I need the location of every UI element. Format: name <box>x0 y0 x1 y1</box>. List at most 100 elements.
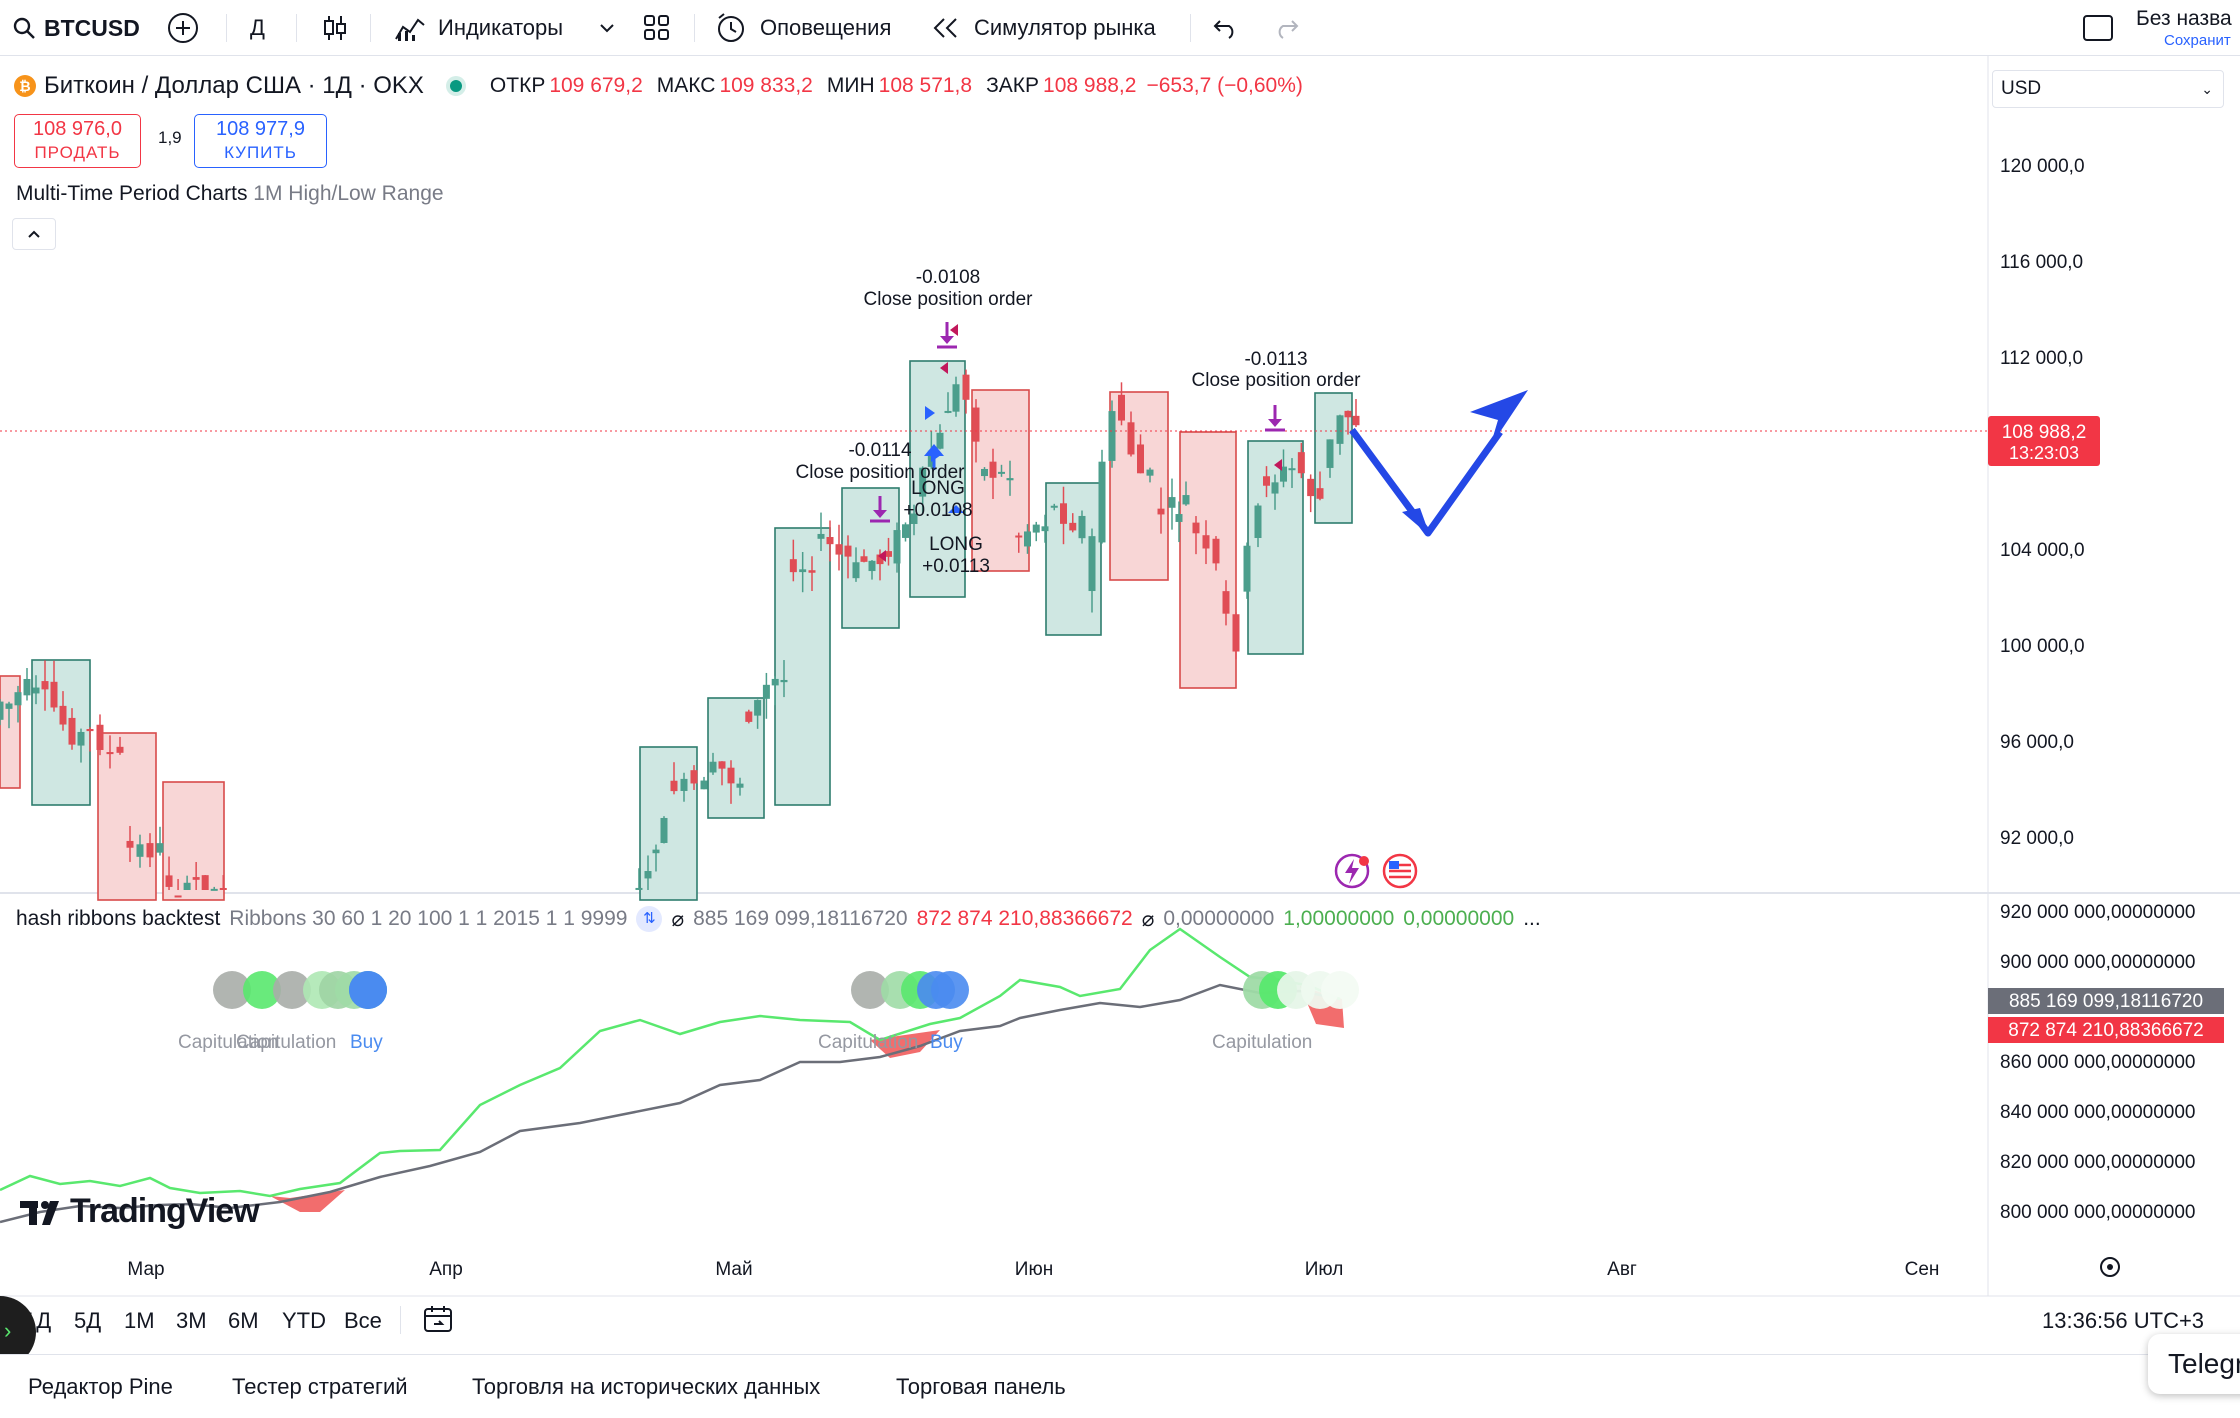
buy-label: Buy <box>350 1032 383 1053</box>
economic-event-icon[interactable] <box>1382 853 1418 889</box>
fullscreen-button[interactable] <box>2082 0 2114 56</box>
candle-body <box>1146 469 1154 476</box>
order-flag-icon <box>940 362 948 374</box>
candle-body <box>1288 468 1296 471</box>
symbol-title[interactable]: Биткоин / Доллар США · 1Д · OKX <box>44 72 424 99</box>
price-axis-label: 100 000,0 <box>2000 636 2085 657</box>
candle-body <box>808 570 816 573</box>
study2-more[interactable]: ... <box>1523 907 1541 930</box>
chart-type-button[interactable] <box>320 0 350 56</box>
chevron-down-icon <box>600 24 614 33</box>
sell-button[interactable]: 108 976,0 ПРОДАТЬ <box>14 114 141 168</box>
source-icon: ⌀ <box>1141 907 1155 931</box>
candle-body <box>981 468 988 477</box>
redo-button[interactable] <box>1272 0 1300 56</box>
range-5d[interactable]: 5Д <box>74 1308 102 1333</box>
clock-timezone[interactable]: 13:36:56 UTC+3 <box>2042 1308 2205 1333</box>
capitulation-label: Capitulation <box>1212 1032 1312 1053</box>
currency-select[interactable]: USD ⌄ <box>1992 70 2224 108</box>
tab-trading-panel[interactable]: Торговая панель <box>896 1374 1066 1399</box>
candle-body <box>709 761 717 773</box>
compare-button[interactable] <box>166 0 200 56</box>
sell-label: ПРОДАТЬ <box>34 143 121 162</box>
candle-body <box>1212 538 1220 564</box>
indicators-button[interactable]: Индикаторы <box>394 0 563 56</box>
candle-body <box>885 551 892 557</box>
countdown-value: 13:23:03 <box>2009 443 2079 463</box>
ribbon-signal-dot <box>1321 971 1359 1009</box>
range-1m[interactable]: 1М <box>124 1308 155 1333</box>
candle-body <box>23 678 31 696</box>
rewind-icon <box>933 18 957 38</box>
data-window-icon[interactable]: ⇅ <box>636 906 663 932</box>
settings-gear-icon[interactable] <box>2100 1257 2120 1277</box>
bottom-panel-tabs <box>0 1354 2240 1418</box>
candle-body <box>1108 411 1116 461</box>
indicators-menu-button[interactable] <box>598 0 616 56</box>
market-status-dot <box>449 80 462 92</box>
undo-button[interactable] <box>1212 0 1240 56</box>
period-range-box <box>1179 431 1237 689</box>
calendar-icon <box>424 1306 452 1332</box>
indicators-icon <box>395 18 425 41</box>
order-flag-icon <box>1274 459 1282 471</box>
tab-pine-editor[interactable]: Редактор Pine <box>28 1374 173 1399</box>
candle-body <box>1243 545 1251 592</box>
svg-text:₿: ₿ <box>19 78 30 94</box>
ribbon-signal-dot <box>931 971 969 1009</box>
exit-arrow-icon <box>1268 419 1282 427</box>
symbol-search[interactable]: BTCUSD <box>12 0 140 56</box>
indicators-label: Индикаторы <box>438 15 564 40</box>
candle-body <box>1137 444 1144 474</box>
tab-historical-trading[interactable]: Торговля на исторических данных <box>472 1374 821 1399</box>
period-range-box <box>162 781 225 901</box>
tab-strategy-tester[interactable]: Тестер стратегий <box>232 1374 408 1399</box>
candle-body <box>690 770 698 784</box>
symbol-label: BTCUSD <box>44 14 140 41</box>
range-ytd[interactable]: YTD <box>282 1308 326 1333</box>
close-label: ЗАКР <box>986 74 1040 97</box>
candle-body <box>1032 524 1040 533</box>
range-3m[interactable]: 3М <box>176 1308 207 1333</box>
candle-body <box>972 407 980 442</box>
layouts-button[interactable] <box>642 0 672 56</box>
replay-button[interactable]: Симулятор рынка <box>932 0 1156 56</box>
earnings-event-icon[interactable] <box>1334 853 1370 889</box>
candle-body <box>936 432 944 449</box>
layout-name[interactable]: Без назва Сохранит <box>2136 8 2232 52</box>
buy-button[interactable]: 108 977,9 КУПИТЬ <box>194 114 327 168</box>
osc-axis-label: 820 000 000,00000000 <box>2000 1152 2195 1173</box>
range-all[interactable]: Все <box>344 1308 382 1333</box>
candle-body <box>910 513 918 524</box>
range-6m[interactable]: 6М <box>228 1308 259 1333</box>
osc-red-tag: 872 874 210,88366672 <box>2008 1020 2203 1041</box>
collapse-legend-button[interactable] <box>12 218 56 250</box>
candle-body <box>1024 531 1031 547</box>
price-pane-bg <box>0 56 2240 1354</box>
telegram-popup[interactable]: Telegr <box>2148 1334 2240 1394</box>
time-axis-label: Авг <box>1607 1259 1637 1280</box>
time-axis-label: Апр <box>429 1259 463 1280</box>
interval-button[interactable]: Д <box>250 0 265 56</box>
redo-icon <box>1278 20 1299 39</box>
candle-body <box>1060 503 1067 524</box>
candle-body <box>219 887 227 890</box>
candle-body <box>59 705 67 725</box>
candle-body <box>736 783 744 788</box>
candle-body <box>146 843 154 858</box>
osc-axis-label: 860 000 000,00000000 <box>2000 1052 2195 1073</box>
alerts-button[interactable]: Оповещения <box>714 0 891 56</box>
order-flag-icon <box>878 550 886 562</box>
goto-date-button[interactable] <box>422 1304 454 1339</box>
plus-circle-icon <box>168 13 198 43</box>
candle-body <box>852 562 860 579</box>
candle-body <box>5 703 13 709</box>
time-axis-label: Май <box>715 1259 752 1280</box>
candle-body <box>183 882 191 890</box>
study-legend-hash-ribbons[interactable]: hash ribbons backtest Ribbons 30 60 1 20… <box>16 906 1550 932</box>
replay-label: Симулятор рынка <box>974 15 1156 40</box>
entry-arrow-icon <box>948 505 964 513</box>
study-legend-mtp[interactable]: Multi-Time Period Charts 1M High/Low Ran… <box>16 182 444 206</box>
candle-body <box>893 530 901 564</box>
